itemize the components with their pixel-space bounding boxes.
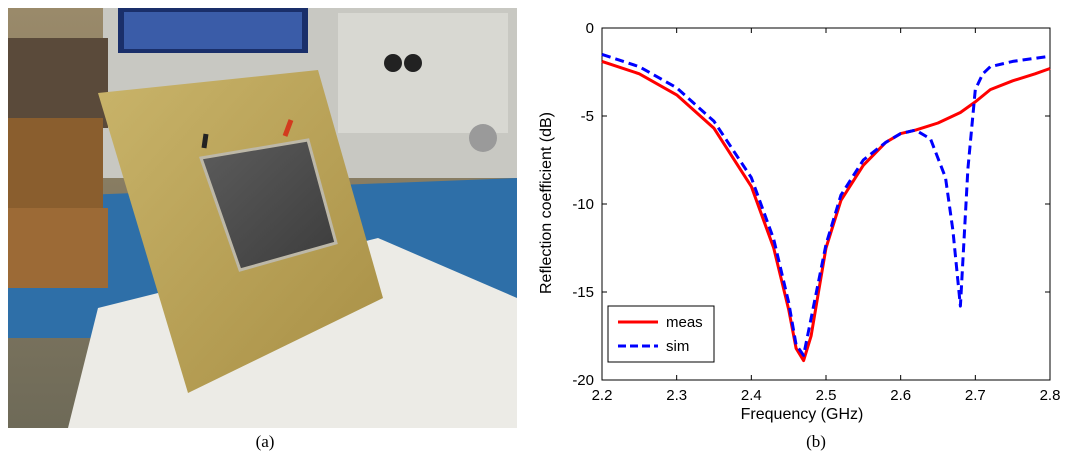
- x-tick-label: 2.7: [965, 387, 986, 404]
- caption-b: (b): [806, 432, 826, 451]
- legend-sim-label: sim: [666, 338, 689, 355]
- x-tick-label: 2.2: [592, 387, 613, 404]
- y-tick-label: -10: [572, 196, 594, 213]
- x-tick-label: 2.8: [1040, 387, 1061, 404]
- y-tick-label: -5: [581, 108, 594, 125]
- y-tick-label: -20: [572, 372, 594, 389]
- x-tick-label: 2.5: [816, 387, 837, 404]
- y-axis-title: Reflection coefficient (dB): [538, 112, 555, 294]
- x-axis-title: Frequency (GHz): [741, 406, 864, 423]
- x-tick-label: 2.6: [890, 387, 911, 404]
- legend-box: [607, 305, 715, 363]
- legend: meas sim: [607, 305, 715, 363]
- x-tick-label: 2.3: [666, 387, 687, 404]
- y-tick-label: 0: [586, 20, 594, 37]
- legend-meas-label: meas: [666, 314, 703, 331]
- reflection-coefficient-chart: 2.2 2.3 2.4 2.5 2.6 2.7 2.8 0 -5 -10 -15 -20 Frequ…: [538, 20, 1061, 423]
- caption-a: (a): [255, 432, 275, 451]
- y-tick-label: -15: [572, 284, 594, 301]
- antenna-photo: [8, 8, 517, 428]
- x-tick-label: 2.4: [741, 387, 762, 404]
- series-line-sim: [601, 52, 1051, 357]
